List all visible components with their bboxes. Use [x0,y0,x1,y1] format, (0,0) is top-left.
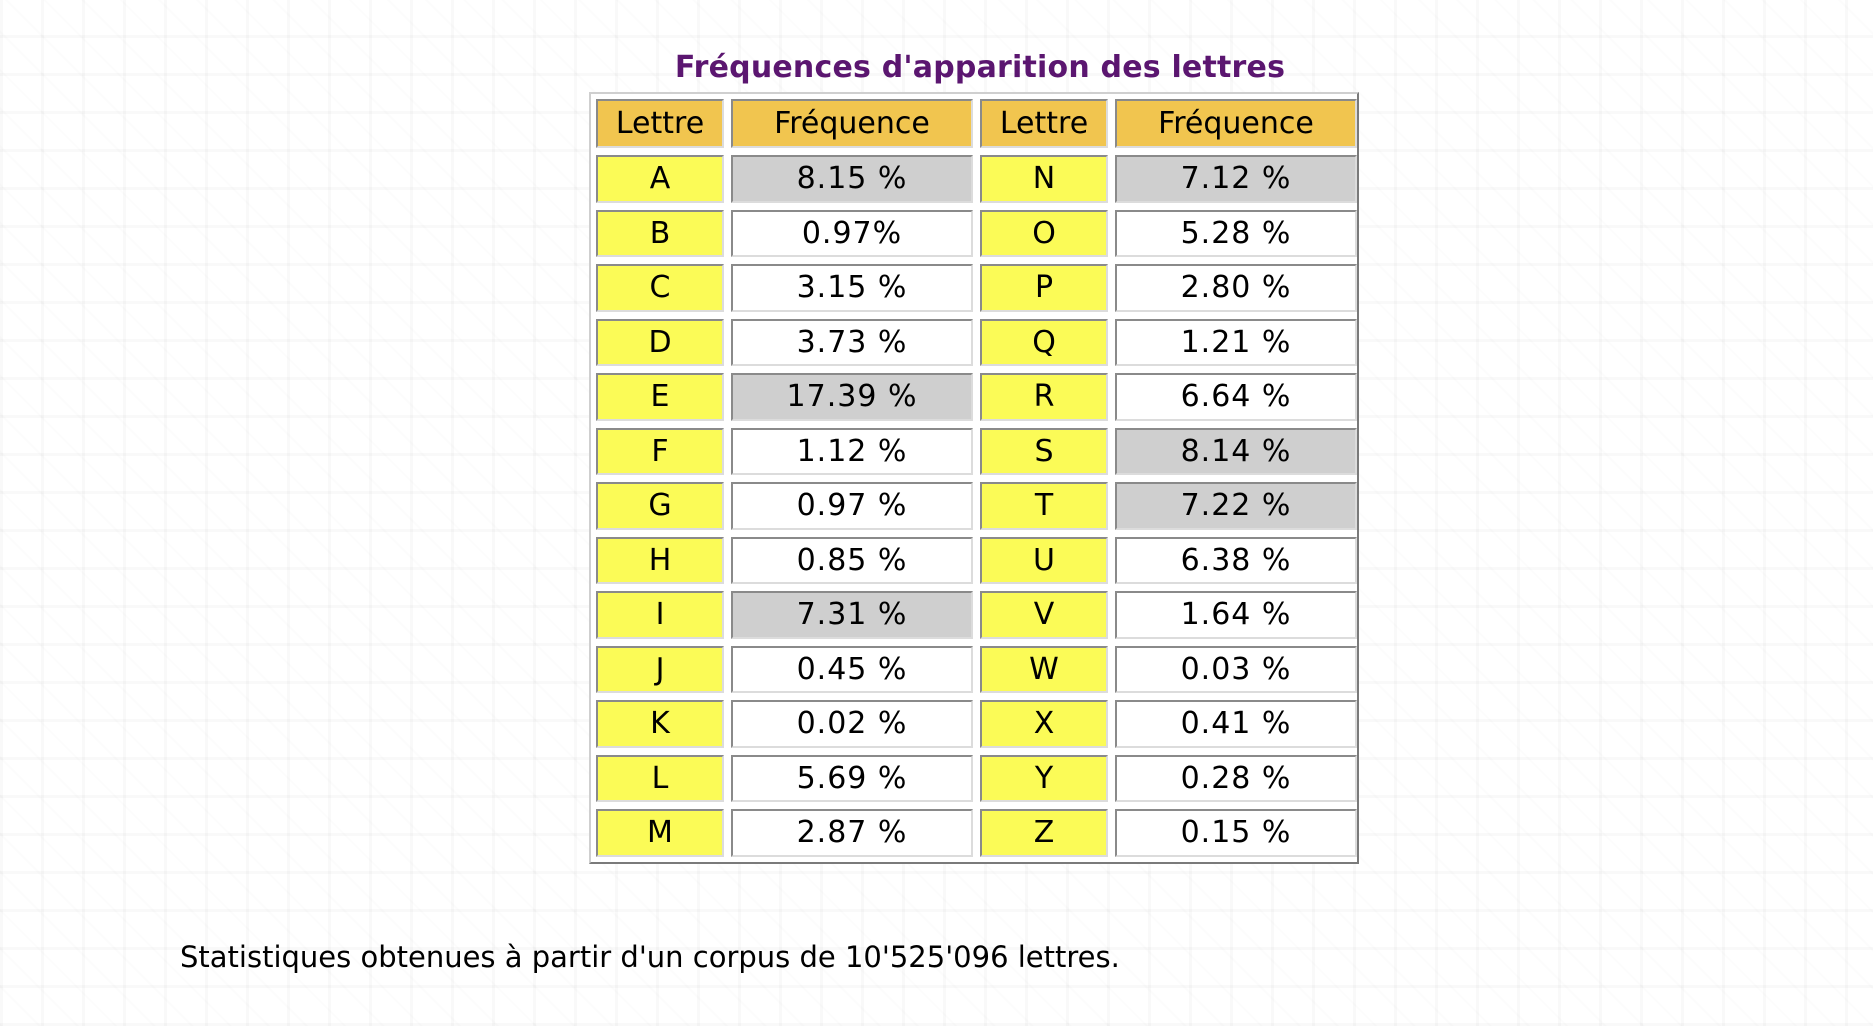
letter-cell: E [596,373,724,421]
letter-cell: X [980,700,1108,748]
letter-cell: K [596,700,724,748]
frequency-cell: 0.97 % [731,482,973,530]
frequency-table: Lettre Fréquence Lettre Fréquence A 8.15 … [589,92,1364,864]
letter-cell: R [980,373,1108,421]
letter-cell: N [980,155,1108,203]
table-row: I 7.31 % V 1.64 % [596,591,1357,639]
frequency-cell: 8.15 % [731,155,973,203]
table-row: E 17.39 % R 6.64 % [596,373,1357,421]
frequency-cell: 2.87 % [731,809,973,857]
frequency-cell: 17.39 % [731,373,973,421]
frequency-cell: 7.12 % [1115,155,1357,203]
table-title: Fréquences d'apparition des lettres [674,50,1286,85]
letter-cell: Y [980,754,1108,802]
frequency-cell: 8.14 % [1115,427,1357,475]
header-frequency-1: Fréquence [731,99,973,148]
table-row: B 0.97% O 5.28 % [596,209,1357,257]
letter-cell: T [980,482,1108,530]
frequency-cell: 0.41 % [1115,700,1357,748]
letter-cell: P [980,264,1108,312]
frequency-cell: 1.64 % [1115,591,1357,639]
frequency-cell: 0.15 % [1115,809,1357,857]
letter-cell: Z [980,809,1108,857]
frequency-cell: 0.28 % [1115,754,1357,802]
table-row: F 1.12 % S 8.14 % [596,427,1357,475]
letter-cell: U [980,536,1108,584]
frequency-cell: 2.80 % [1115,264,1357,312]
letter-cell: C [596,264,724,312]
frequency-cell: 5.69 % [731,754,973,802]
table-row: M 2.87 % Z 0.15 % [596,809,1357,857]
frequency-cell: 6.64 % [1115,373,1357,421]
header-letter-1: Lettre [596,99,724,148]
letter-cell: I [596,591,724,639]
letter-cell: L [596,754,724,802]
letter-cell: H [596,536,724,584]
table-row: C 3.15 % P 2.80 % [596,264,1357,312]
letter-cell: D [596,318,724,366]
frequency-cell: 0.97% [731,209,973,257]
letter-cell: Q [980,318,1108,366]
corpus-footnote: Statistiques obtenues à partir d'un corp… [180,940,1120,974]
table-row: L 5.69 % Y 0.28 % [596,754,1357,802]
table-body: A 8.15 % N 7.12 % B 0.97% O 5.28 % C 3.15 % P 2.80 … [596,155,1357,857]
frequency-table-frame: Lettre Fréquence Lettre Fréquence A 8.15 … [589,92,1359,864]
frequency-cell: 1.21 % [1115,318,1357,366]
header-letter-2: Lettre [980,99,1108,148]
frequency-cell: 0.45 % [731,645,973,693]
table-row: D 3.73 % Q 1.21 % [596,318,1357,366]
table-row: H 0.85 % U 6.38 % [596,536,1357,584]
table-row: K 0.02 % X 0.41 % [596,700,1357,748]
header-frequency-2: Fréquence [1115,99,1357,148]
letter-cell: W [980,645,1108,693]
frequency-cell: 6.38 % [1115,536,1357,584]
frequency-cell: 7.22 % [1115,482,1357,530]
table-row: J 0.45 % W 0.03 % [596,645,1357,693]
letter-cell: V [980,591,1108,639]
table-row: G 0.97 % T 7.22 % [596,482,1357,530]
frequency-cell: 0.02 % [731,700,973,748]
letter-cell: O [980,209,1108,257]
frequency-cell: 3.15 % [731,264,973,312]
letter-cell: B [596,209,724,257]
letter-cell: F [596,427,724,475]
frequency-cell: 5.28 % [1115,209,1357,257]
letter-cell: S [980,427,1108,475]
frequency-cell: 3.73 % [731,318,973,366]
table-header-row: Lettre Fréquence Lettre Fréquence [596,99,1357,148]
frequency-cell: 1.12 % [731,427,973,475]
letter-cell: G [596,482,724,530]
frequency-cell: 0.03 % [1115,645,1357,693]
frequency-cell: 7.31 % [731,591,973,639]
letter-cell: A [596,155,724,203]
table-row: A 8.15 % N 7.12 % [596,155,1357,203]
letter-cell: J [596,645,724,693]
frequency-cell: 0.85 % [731,536,973,584]
letter-cell: M [596,809,724,857]
